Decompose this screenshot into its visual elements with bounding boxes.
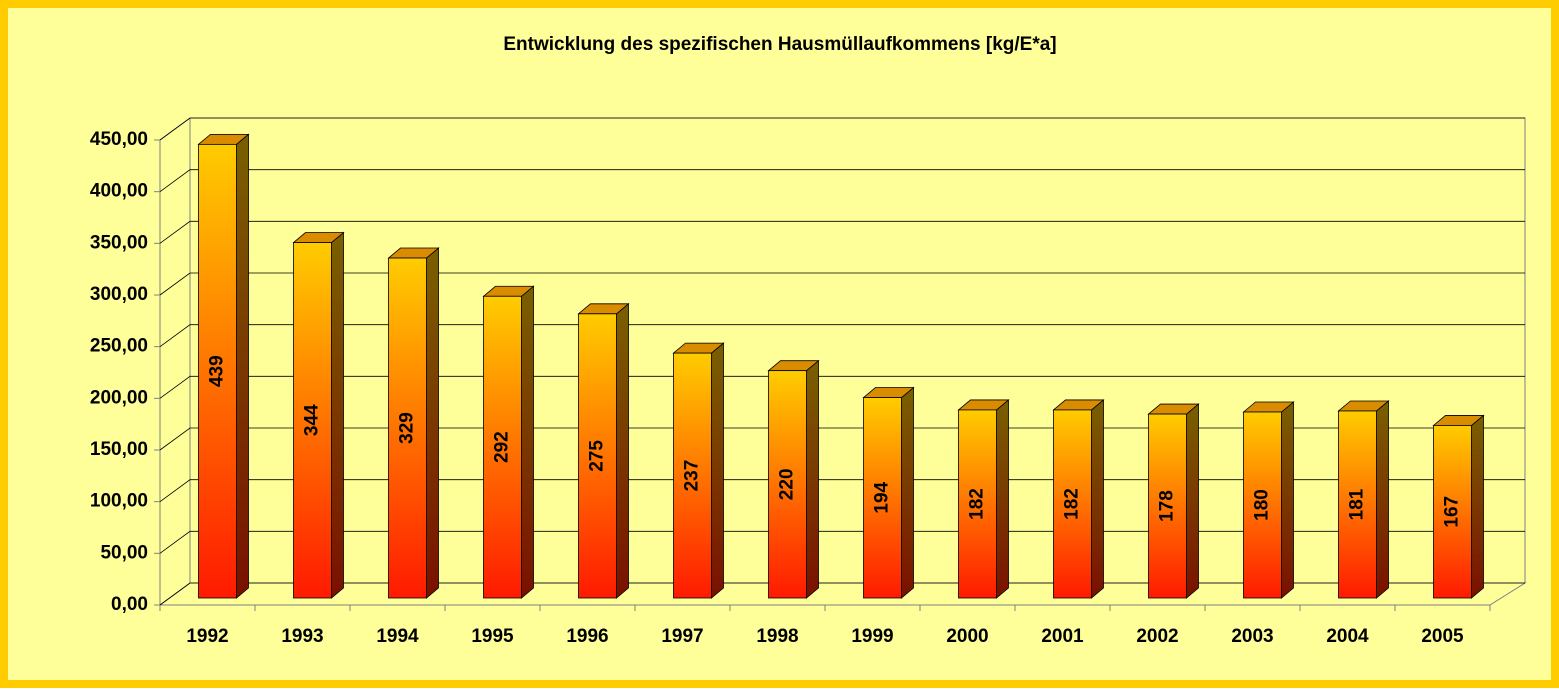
grid-line (159, 324, 1525, 347)
data-label: 439 (207, 355, 228, 387)
x-tick-label: 1993 (281, 626, 323, 647)
y-tick-label: 100,00 (90, 491, 148, 512)
x-tick-label: 2004 (1326, 626, 1369, 647)
bar (768, 370, 807, 599)
grid-line (159, 169, 1525, 192)
bar-side (1471, 414, 1484, 599)
data-label: 275 (587, 440, 608, 472)
data-label: 220 (777, 468, 798, 500)
bar-side (1281, 401, 1294, 599)
x-tick-label: 1997 (661, 626, 703, 647)
bar (293, 242, 332, 599)
bar (958, 409, 997, 599)
bar (483, 295, 522, 599)
data-label: 182 (967, 488, 988, 520)
y-tick-label: 150,00 (90, 439, 148, 460)
bar-side (996, 399, 1009, 599)
bar (1243, 411, 1282, 599)
y-tick-label: 400,00 (90, 181, 148, 202)
y-tick-label: 250,00 (90, 336, 148, 357)
x-tick-label: 1999 (851, 626, 893, 647)
x-tick-label: 2003 (1231, 626, 1273, 647)
y-tick-label: 0,00 (111, 594, 148, 615)
grid-line (159, 220, 1525, 244)
bar-side (521, 285, 534, 599)
bar-side (1376, 400, 1389, 599)
data-label: 237 (682, 460, 703, 492)
data-label: 182 (1062, 488, 1083, 520)
data-label: 178 (1157, 490, 1178, 522)
bar (198, 143, 237, 599)
bar-side (1091, 399, 1104, 599)
data-label: 329 (397, 412, 418, 444)
data-label: 180 (1252, 489, 1273, 521)
bar (1148, 413, 1187, 599)
data-label: 181 (1347, 488, 1368, 520)
data-label: 194 (872, 481, 893, 513)
bar-side (426, 247, 439, 599)
bar (863, 397, 902, 599)
x-tick-label: 1998 (756, 626, 798, 647)
grid-line (159, 375, 1525, 399)
x-tick-label: 2005 (1421, 626, 1464, 647)
bar (1433, 425, 1472, 599)
x-tick-label: 2002 (1136, 626, 1178, 647)
bar-side (236, 133, 249, 599)
bar-side (331, 231, 344, 599)
data-label: 292 (492, 431, 513, 463)
x-tick-label: 2000 (946, 626, 988, 647)
data-label: 167 (1442, 496, 1463, 528)
bar (578, 313, 617, 599)
data-label: 344 (302, 404, 323, 436)
grid-line (159, 272, 1525, 296)
bar-side (901, 386, 914, 599)
bar (388, 257, 427, 599)
x-tick-label: 1995 (471, 626, 514, 647)
bar-side (1186, 403, 1199, 599)
bar (1053, 409, 1092, 599)
x-tick-label: 1996 (566, 626, 608, 647)
y-tick-label: 450,00 (90, 129, 148, 150)
y-tick-label: 300,00 (90, 284, 148, 305)
bar-side (616, 302, 629, 599)
x-tick-label: 2001 (1041, 626, 1084, 647)
y-tick-label: 200,00 (90, 387, 148, 408)
x-tick-label: 1994 (376, 626, 419, 647)
bar-side (806, 359, 819, 599)
bar (1338, 410, 1377, 599)
y-tick-label: 350,00 (90, 232, 148, 253)
bar-side (711, 342, 724, 599)
bar (673, 352, 712, 599)
x-tick-label: 1992 (186, 626, 228, 647)
y-tick-label: 50,00 (100, 542, 148, 563)
grid-line (159, 117, 1525, 141)
chart-title: Entwicklung des spezifischen Hausmüllauf… (503, 34, 1056, 55)
